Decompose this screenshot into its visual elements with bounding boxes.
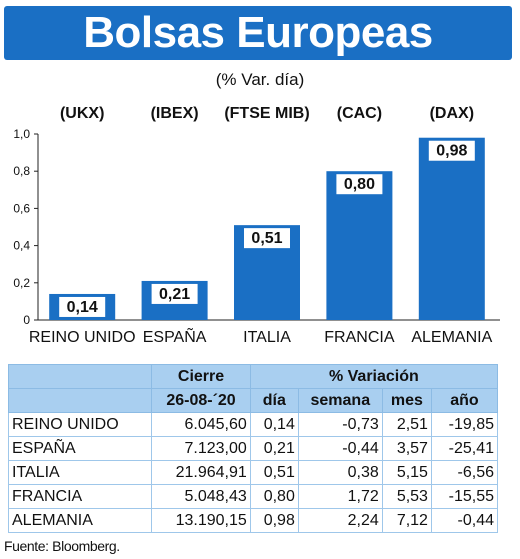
table-cell-cierre: 7.123,00 <box>151 436 251 461</box>
value-label: 0,80 <box>344 176 375 193</box>
index-label: (IBEX) <box>151 105 199 122</box>
table-header-cierre: Cierre <box>151 364 251 389</box>
table-row: ESPAÑA 7.123,00 0,21 -0,44 3,57 -25,41 <box>7 436 499 461</box>
value-label-box <box>59 296 106 317</box>
y-tick-label: 0,8 <box>13 164 30 178</box>
category-label: REINO UNIDO <box>29 329 136 346</box>
y-tick-label: 1,0 <box>13 127 30 141</box>
y-tick-label: 0 <box>23 313 30 327</box>
table-cell-ano: -25,41 <box>430 436 499 461</box>
table-cell-dia: 0,98 <box>249 508 299 533</box>
value-label: 0,51 <box>251 230 282 247</box>
bar <box>326 171 393 320</box>
table-cell-mes: 5,15 <box>381 460 432 485</box>
table-cell-dia: 0,51 <box>249 460 299 485</box>
table-header-empty <box>7 364 153 389</box>
table-cell-ano: -19,85 <box>430 412 499 437</box>
chart-subtitle: (% Var. día) <box>215 70 305 89</box>
table-cell-cierre: 6.045,60 <box>151 412 251 437</box>
table-header-empty <box>7 388 153 413</box>
index-label: (UKX) <box>60 105 104 122</box>
value-label-box <box>428 140 475 161</box>
table-cell-ano: -15,55 <box>430 484 499 509</box>
value-label: 0,14 <box>67 299 98 316</box>
value-label: 0,21 <box>159 286 190 303</box>
table-cell-cierre: 5.048,43 <box>151 484 251 509</box>
table-header-dia: día <box>249 388 299 413</box>
index-label: (CAC) <box>337 105 382 122</box>
table-cell-name: ALEMANIA <box>7 508 153 533</box>
bar-chart: 0 0,2 0,4 0,6 0,8 1,0 0,14 (UKX) REINO UNIDO 0,21… <box>13 105 500 346</box>
y-tick-label: 0,6 <box>13 201 30 215</box>
table-header-variacion: % Variación <box>249 364 499 389</box>
table-cell-dia: 0,80 <box>249 484 299 509</box>
bar <box>418 137 485 320</box>
table-cell-mes: 5,53 <box>381 484 432 509</box>
table-header-semana: semana <box>297 388 383 413</box>
table-cell-semana: -0,73 <box>297 412 383 437</box>
data-table: Cierre % Variación 26-08-´20 día semana … <box>7 364 499 533</box>
index-label: (DAX) <box>430 105 474 122</box>
table-row: REINO UNIDO 6.045,60 0,14 -0,73 2,51 -19,85 <box>7 412 499 437</box>
category-label: ALEMANIA <box>411 329 492 346</box>
table-cell-semana: 0,38 <box>297 460 383 485</box>
table-header-date: 26-08-´20 <box>151 388 251 413</box>
value-label-box <box>336 174 383 195</box>
table-cell-semana: -0,44 <box>297 436 383 461</box>
index-label: (FTSE MIB) <box>224 105 309 122</box>
table-header-ano: año <box>430 388 499 413</box>
value-label-box <box>151 283 198 304</box>
table-cell-ano: -0,44 <box>430 508 499 533</box>
table-cell-ano: -6,56 <box>430 460 499 485</box>
table-group-header-row: Cierre % Variación <box>7 364 499 389</box>
y-tick-label: 0,2 <box>13 276 30 290</box>
category-label: ITALIA <box>243 329 291 346</box>
table-header-mes: mes <box>381 388 432 413</box>
category-label: FRANCIA <box>324 329 395 346</box>
table-row: ITALIA 21.964,91 0,51 0,38 5,15 -6,56 <box>7 460 499 485</box>
table-cell-cierre: 21.964,91 <box>151 460 251 485</box>
table-row: FRANCIA 5.048,43 0,80 1,72 5,53 -15,55 <box>7 484 499 509</box>
table-cell-dia: 0,21 <box>249 436 299 461</box>
table-cell-semana: 2,24 <box>297 508 383 533</box>
table-cell-cierre: 13.190,15 <box>151 508 251 533</box>
table-column-header-row: 26-08-´20 día semana mes año <box>7 388 499 413</box>
table-cell-mes: 2,51 <box>381 412 432 437</box>
table-row: ALEMANIA 13.190,15 0,98 2,24 7,12 -0,44 <box>7 508 499 533</box>
table-cell-name: FRANCIA <box>7 484 153 509</box>
value-label-box <box>244 228 290 249</box>
table-cell-dia: 0,14 <box>249 412 299 437</box>
table-cell-name: ESPAÑA <box>7 436 153 461</box>
category-label: ESPAÑA <box>143 326 207 346</box>
y-tick-label: 0,4 <box>13 239 30 253</box>
table-cell-name: ITALIA <box>7 460 153 485</box>
table-cell-semana: 1,72 <box>297 484 383 509</box>
value-label: 0,98 <box>436 143 467 160</box>
source-note: Fuente: Bloomberg. <box>4 538 120 554</box>
table-cell-mes: 7,12 <box>381 508 432 533</box>
chart-title: Bolsas Europeas <box>4 6 512 60</box>
table-cell-mes: 3,57 <box>381 436 432 461</box>
table-cell-name: REINO UNIDO <box>7 412 153 437</box>
